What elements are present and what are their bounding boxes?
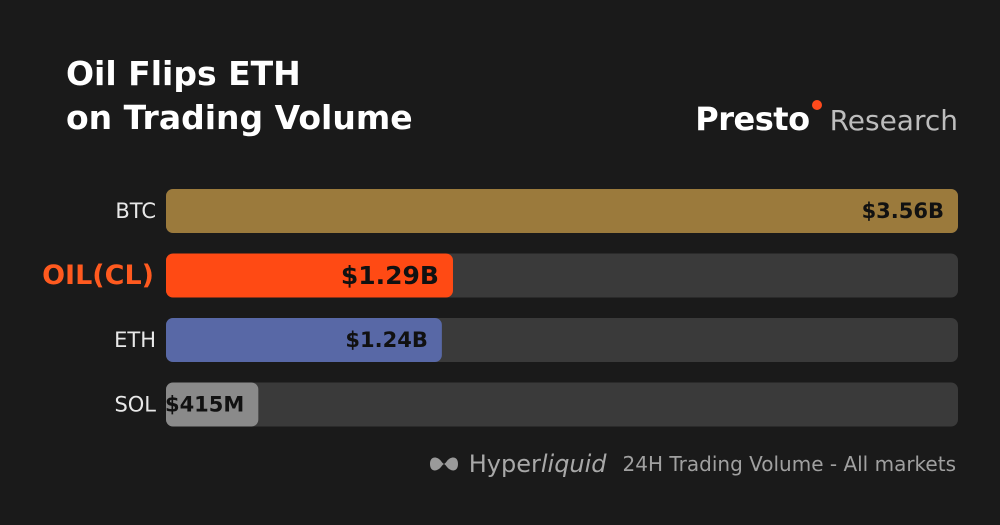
category-label-btc: BTC [115,199,156,223]
hyperliquid-wordmark-prefix: Hyper [468,450,541,478]
value-label-sol: $415M [165,393,244,417]
brand-sub: Research [829,104,958,137]
chart-title-line-2: on Trading Volume [66,98,413,137]
value-label-btc: $3.56B [862,199,944,223]
source-footer: Hyperliquid 24H Trading Volume - All mar… [427,450,956,478]
category-label-oil-cl: OIL(CL) [42,260,154,291]
hyperliquid-wordmark-suffix: liquid [540,450,607,478]
bar-btc [166,189,958,233]
bar-eth [166,318,442,362]
brand-name: Presto [695,100,810,138]
value-label-eth: $1.24B [345,328,427,352]
hyperliquid-icon [429,457,458,471]
chart-title: Oil Flips ETH on Trading Volume [66,52,413,140]
hyperliquid-wordmark: Hyperliquid [469,450,607,478]
category-label-eth: ETH [114,328,156,352]
bar-sol [166,382,259,427]
footer-note: 24H Trading Volume - All markets [622,452,956,476]
brand-dot-icon [811,100,822,110]
category-label-sol: SOL [114,393,156,417]
value-label-oil-cl: $1.29B [341,261,439,290]
bar-oil-cl [166,253,453,298]
presto-research-logo: Presto Research [695,100,958,138]
bar-track-sol [166,382,958,427]
chart-title-line-1: Oil Flips ETH [66,54,301,93]
